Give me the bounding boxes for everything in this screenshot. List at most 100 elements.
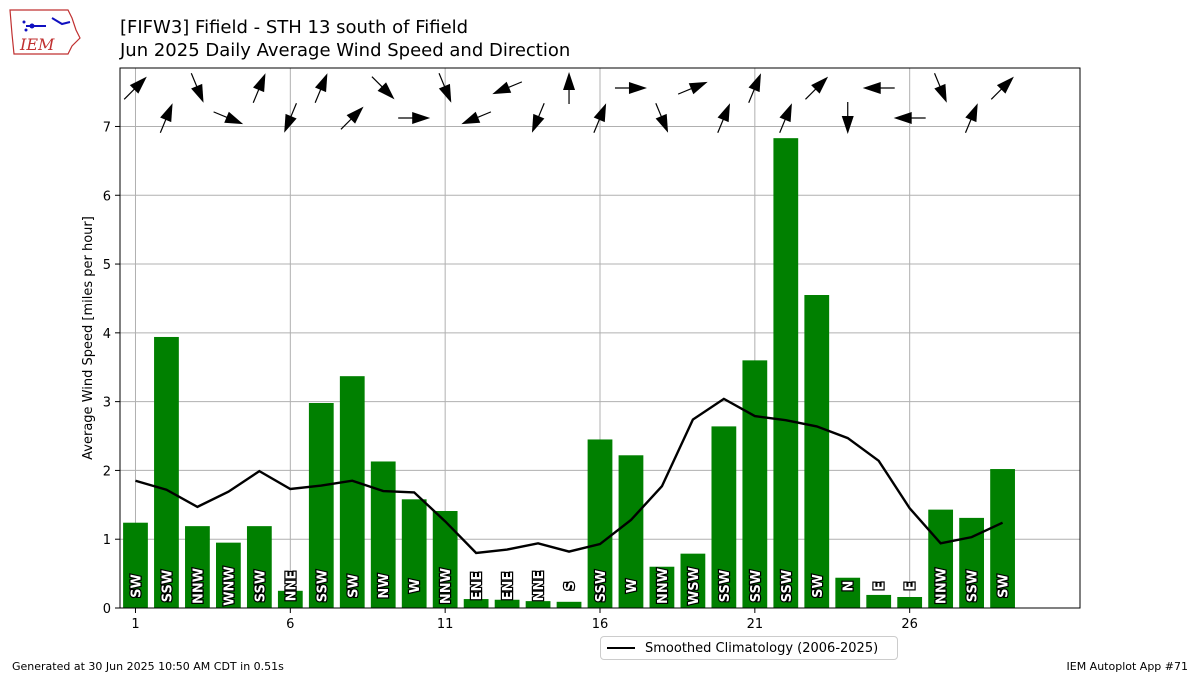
x-tick-label: 16 (592, 617, 609, 632)
bar (649, 566, 675, 608)
direction-label: SSW (160, 570, 175, 602)
direction-label: ENE (470, 572, 485, 601)
wind-arrow (677, 81, 708, 95)
bar (123, 522, 148, 608)
wind-arrow (862, 82, 895, 94)
wind-arrow (190, 72, 204, 103)
bar (463, 599, 489, 608)
bar (339, 376, 365, 608)
bar (525, 601, 551, 608)
chart-subtitle: Jun 2025 Daily Average Wind Speed and Di… (120, 40, 571, 61)
bar (401, 499, 427, 608)
legend-line-swatch (607, 647, 635, 649)
y-tick-label: 0 (103, 602, 111, 617)
bar (742, 360, 768, 608)
app-credit: IEM Autoplot App #71 (1066, 660, 1189, 673)
direction-label: SSW (966, 570, 981, 602)
chart-legend: Smoothed Climatology (2006-2025) (600, 636, 898, 660)
direction-label: SSW (594, 570, 609, 602)
wind-arrow (252, 73, 266, 104)
bar (556, 601, 582, 608)
bar (494, 599, 520, 608)
direction-label: NNW (191, 568, 206, 604)
bar (246, 526, 272, 608)
direction-label: N (842, 581, 857, 592)
direction-label: ENE (501, 572, 516, 601)
direction-label: S (563, 581, 578, 590)
climatology-line (135, 397, 1004, 555)
wind-arrow (123, 76, 147, 100)
direction-label: SW (129, 574, 144, 598)
bar (370, 461, 396, 608)
direction-label: SSW (780, 570, 795, 602)
wind-arrow (893, 112, 926, 124)
wind-arrow (371, 76, 395, 100)
direction-label: E (873, 582, 888, 591)
wind-arrow (461, 111, 492, 125)
wind-arrow (990, 76, 1014, 100)
bar (185, 526, 210, 608)
y-tick-label: 2 (103, 464, 111, 479)
svg-text:IEM: IEM (19, 35, 55, 54)
direction-label: NNW (439, 568, 454, 604)
direction-label: SSW (749, 570, 764, 602)
wind-arrow (614, 82, 647, 94)
x-tick-label: 6 (286, 617, 294, 632)
direction-label: SSW (718, 570, 733, 602)
direction-label: SW (811, 574, 826, 598)
x-tick-label: 26 (901, 617, 918, 632)
wind-arrow (655, 102, 669, 133)
y-axis-label: Average Wind Speed [miles per hour] (81, 216, 96, 460)
direction-label: SSW (315, 570, 330, 602)
wind-arrow (159, 103, 173, 134)
iem-logo: IEM (6, 4, 82, 64)
direction-label: SW (346, 574, 361, 598)
iowa-state-outline-icon: IEM (9, 9, 81, 55)
bar (618, 455, 644, 608)
direction-label: WSW (687, 567, 702, 605)
generated-timestamp: Generated at 30 Jun 2025 10:50 AM CDT in… (12, 660, 284, 673)
bar (773, 138, 799, 609)
wind-arrow (933, 72, 947, 103)
wind-arrow (563, 72, 576, 104)
wind-arrow (717, 103, 730, 134)
y-tick-label: 5 (103, 258, 111, 273)
bar (928, 509, 954, 608)
bar (680, 553, 706, 608)
bar (835, 577, 861, 608)
bar (866, 594, 892, 608)
direction-label: SW (997, 574, 1012, 598)
legend-label: Smoothed Climatology (2006-2025) (645, 640, 879, 656)
wind-arrow (779, 103, 792, 134)
direction-label: W (408, 579, 423, 593)
y-tick-label: 4 (103, 327, 111, 342)
wind-arrow (398, 112, 431, 124)
wind-arrow (213, 111, 244, 125)
bar (432, 511, 458, 608)
wind-arrow (314, 73, 328, 104)
y-tick-label: 3 (103, 396, 111, 411)
direction-label: NNE (284, 571, 299, 602)
wind-arrow (284, 102, 297, 133)
bar (711, 426, 737, 608)
wind-arrow (841, 102, 854, 134)
bar (216, 542, 241, 608)
bar (990, 469, 1015, 608)
wind-arrow (593, 103, 607, 134)
wind-arrow (805, 76, 829, 100)
x-tick-label: 1 (131, 617, 139, 632)
bar (308, 403, 334, 608)
wind-arrow (748, 73, 761, 104)
wind-arrow (964, 103, 978, 134)
chart-title: [FIFW3] Fifield - STH 13 south of Fifiel… (120, 17, 469, 38)
bar (897, 596, 923, 608)
x-tick-label: 11 (437, 617, 454, 632)
direction-label: E (904, 582, 919, 591)
y-tick-label: 6 (103, 189, 111, 204)
bar (804, 295, 830, 608)
wind-arrow (531, 102, 545, 133)
wind-arrow (340, 106, 364, 130)
x-tick-label: 21 (747, 617, 764, 632)
direction-label: NNW (656, 568, 671, 604)
